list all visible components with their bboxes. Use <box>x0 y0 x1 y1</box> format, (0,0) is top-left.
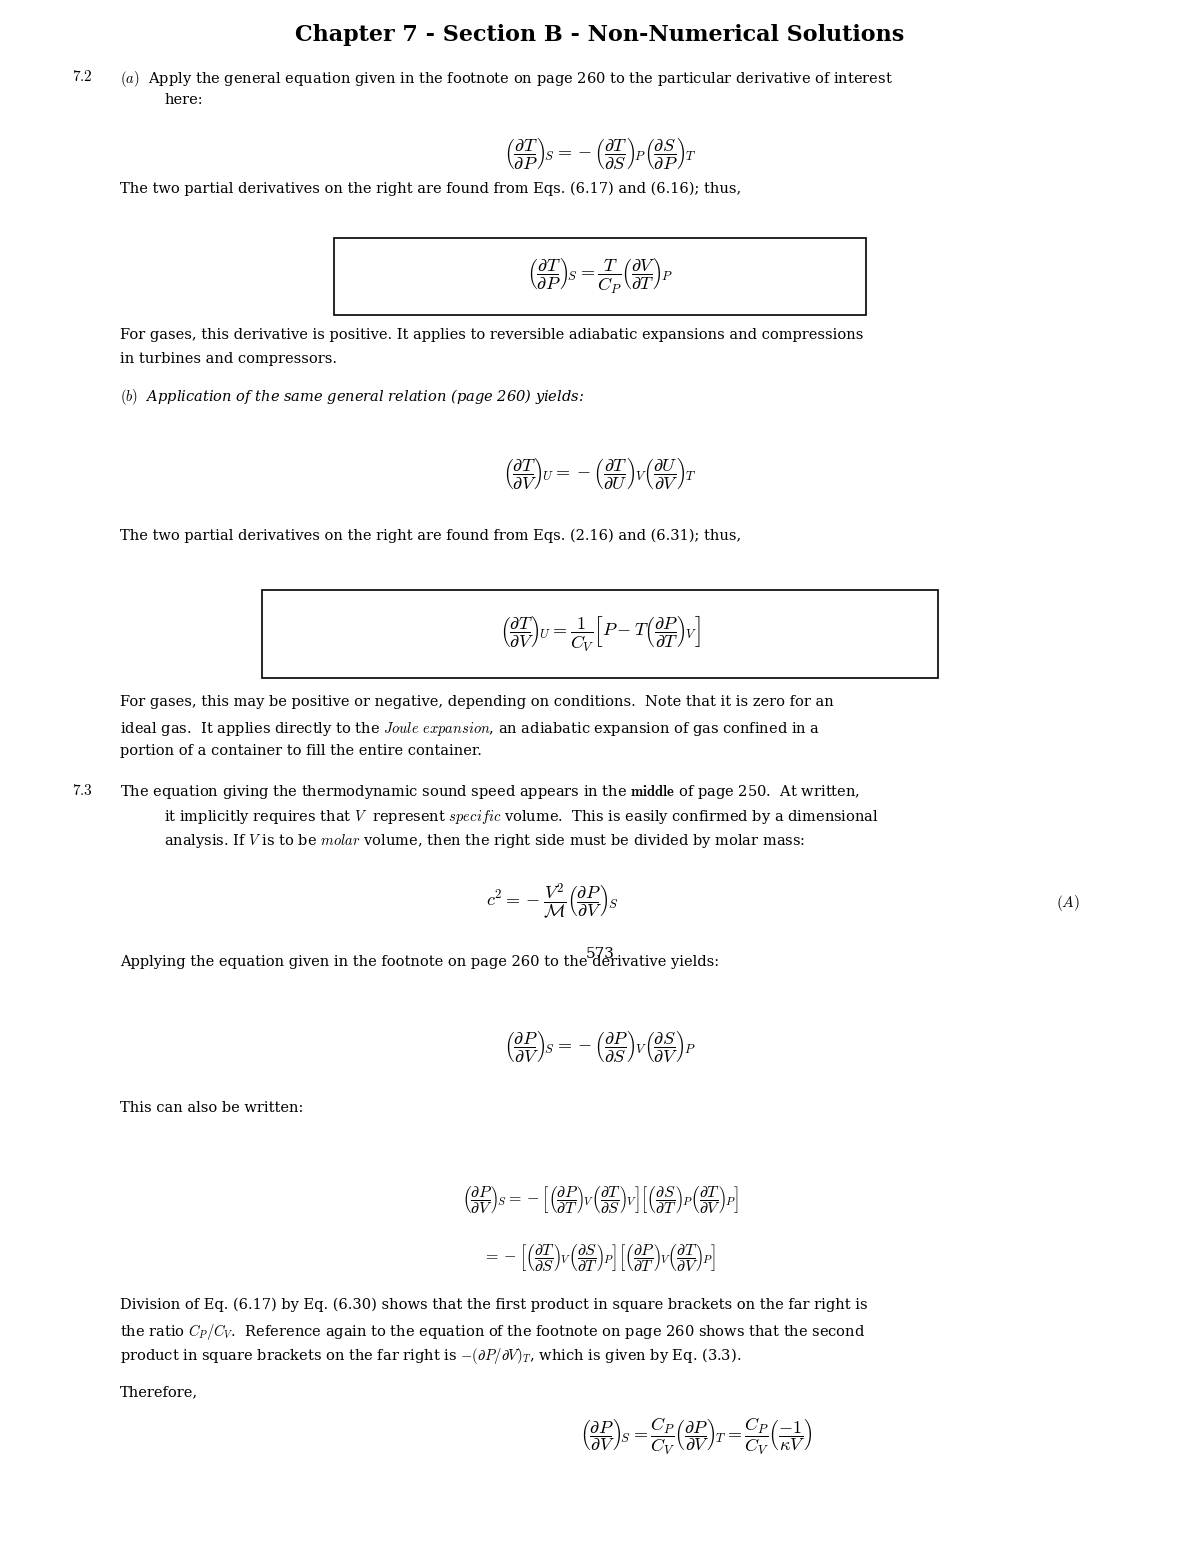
Text: $(a)$  Apply the general equation given in the footnote on page 260 to the parti: $(a)$ Apply the general equation given i… <box>120 68 893 89</box>
Text: Chapter 7 - Section B - Non-Numerical Solutions: Chapter 7 - Section B - Non-Numerical So… <box>295 25 905 47</box>
Text: $\left(\dfrac{\partial T}{\partial V}\right)_{\!U} = -\left(\dfrac{\partial T}{\: $\left(\dfrac{\partial T}{\partial V}\ri… <box>504 455 696 491</box>
Text: $\left(\dfrac{\partial T}{\partial V}\right)_{\!U} = \dfrac{1}{C_V}\left[P - T\l: $\left(\dfrac{\partial T}{\partial V}\ri… <box>499 613 701 654</box>
Text: $\mathbf{7.3}$: $\mathbf{7.3}$ <box>72 783 92 798</box>
Text: portion of a container to fill the entire container.: portion of a container to fill the entir… <box>120 744 482 758</box>
Text: $\left(\dfrac{\partial P}{\partial V}\right)_{\!S} = -\left(\dfrac{\partial P}{\: $\left(\dfrac{\partial P}{\partial V}\ri… <box>504 1028 696 1064</box>
Text: it implicitly requires that $V$  represent $\mathit{specific}$ volume.  This is : it implicitly requires that $V$ represen… <box>164 808 880 826</box>
Text: For gases, this may be positive or negative, depending on conditions.  Note that: For gases, this may be positive or negat… <box>120 696 834 710</box>
Text: Applying the equation given in the footnote on page 260 to the derivative yields: Applying the equation given in the footn… <box>120 955 719 969</box>
Text: The equation giving the thermodynamic sound speed appears in the $\mathbf{middle: The equation giving the thermodynamic so… <box>120 783 860 801</box>
Text: in turbines and compressors.: in turbines and compressors. <box>120 353 337 367</box>
Text: $\left(\dfrac{\partial T}{\partial P}\right)_{\!S} = \dfrac{T}{C_P}\left(\dfrac{: $\left(\dfrac{\partial T}{\partial P}\ri… <box>527 256 673 297</box>
Text: $= -\left[\left(\dfrac{\partial T}{\partial S}\right)_{\!V}\left(\dfrac{\partial: $= -\left[\left(\dfrac{\partial T}{\part… <box>484 1244 716 1275</box>
Text: here:: here: <box>164 93 203 107</box>
Text: $c^2 = -\dfrac{V^2}{\mathcal{M}}\left(\dfrac{\partial P}{\partial V}\right)_{\!S: $c^2 = -\dfrac{V^2}{\mathcal{M}}\left(\d… <box>486 881 618 921</box>
Text: $\mathbf{7.2}$: $\mathbf{7.2}$ <box>72 68 92 84</box>
Text: analysis. If $V$ is to be $\mathit{molar}$ volume, then the right side must be d: analysis. If $V$ is to be $\mathit{molar… <box>164 832 805 849</box>
Text: $\left(\dfrac{\partial P}{\partial V}\right)_{\!S} = -\left[\left(\dfrac{\partia: $\left(\dfrac{\partial P}{\partial V}\ri… <box>462 1185 738 1216</box>
FancyBboxPatch shape <box>334 238 866 315</box>
Text: product in square brackets on the far right is $-(\partial P/\partial V)_T$, whi: product in square brackets on the far ri… <box>120 1346 742 1367</box>
FancyBboxPatch shape <box>262 590 938 677</box>
Text: This can also be written:: This can also be written: <box>120 1101 304 1115</box>
Text: The two partial derivatives on the right are found from Eqs. (2.16) and (6.31); : The two partial derivatives on the right… <box>120 528 742 544</box>
Text: Division of Eq. (6.17) by Eq. (6.30) shows that the first product in square brac: Division of Eq. (6.17) by Eq. (6.30) sho… <box>120 1297 868 1312</box>
Text: 573: 573 <box>586 947 614 961</box>
Text: ideal gas.  It applies directly to the $\mathit{Joule\ expansion}$, an adiabatic: ideal gas. It applies directly to the $\… <box>120 719 820 738</box>
Text: $\left(\dfrac{\partial T}{\partial P}\right)_{\!S} = -\left(\dfrac{\partial T}{\: $\left(\dfrac{\partial T}{\partial P}\ri… <box>504 135 696 171</box>
Text: the ratio $C_P/C_V$.  Reference again to the equation of the footnote on page 26: the ratio $C_P/C_V$. Reference again to … <box>120 1322 865 1342</box>
Text: For gases, this derivative is positive. It applies to reversible adiabatic expan: For gases, this derivative is positive. … <box>120 328 863 342</box>
Text: The two partial derivatives on the right are found from Eqs. (6.17) and (6.16); : The two partial derivatives on the right… <box>120 182 742 196</box>
Text: Therefore,: Therefore, <box>120 1385 198 1399</box>
Text: $(A)$: $(A)$ <box>1056 893 1080 913</box>
Text: $(b)$  Application of the same general relation (page 260) yields:: $(b)$ Application of the same general re… <box>120 387 584 407</box>
Text: $\left(\dfrac{\partial P}{\partial V}\right)_{\!S} = \dfrac{C_P}{C_V}\left(\dfra: $\left(\dfrac{\partial P}{\partial V}\ri… <box>580 1415 812 1457</box>
